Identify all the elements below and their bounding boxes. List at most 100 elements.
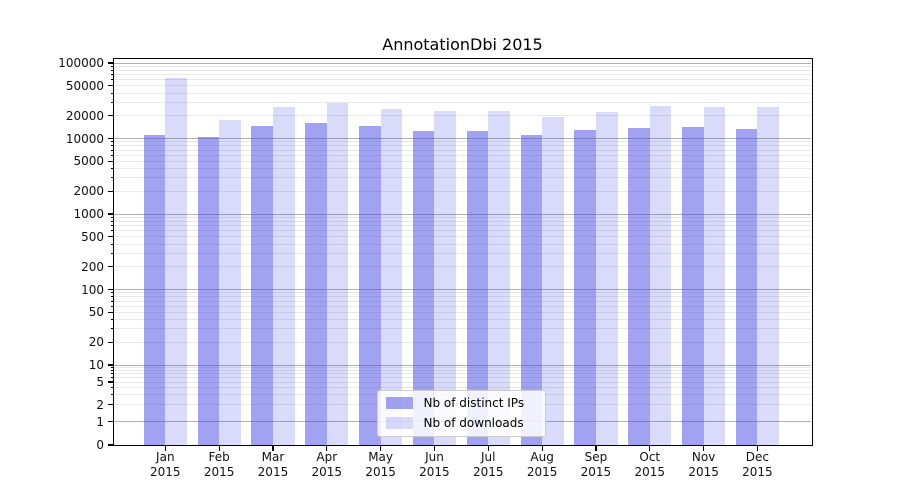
y-minor-tick-mark <box>110 387 113 389</box>
x-tick-year: 2015 <box>688 465 719 479</box>
x-tick-month: Jan <box>156 450 175 464</box>
x-tick-month: Sep <box>584 450 608 464</box>
x-tick-mark <box>164 446 166 451</box>
minor-gridline <box>114 79 811 81</box>
y-minor-tick-mark <box>110 377 113 379</box>
y-tick-mark <box>108 190 113 192</box>
minor-gridline <box>114 377 811 379</box>
y-tick-mark <box>108 213 113 215</box>
y-minor-tick-mark <box>110 367 113 369</box>
x-tick-mark <box>433 446 436 451</box>
bar-downloads-mar <box>272 106 295 445</box>
y-minor-tick-mark <box>110 154 113 156</box>
y-tick-mark <box>108 404 113 406</box>
y-tick-mark <box>108 364 113 366</box>
minor-gridline <box>114 341 811 343</box>
y-minor-tick-mark <box>110 328 113 330</box>
minor-gridline <box>114 305 811 307</box>
minor-gridline <box>114 369 811 371</box>
minor-gridline <box>114 115 811 117</box>
y-minor-tick-mark <box>110 101 113 103</box>
major-gridline <box>114 364 811 366</box>
x-tick-label: Mar 2015 <box>243 450 303 480</box>
x-tick-year: 2015 <box>634 465 666 479</box>
y-minor-tick-mark <box>110 292 113 294</box>
minor-gridline <box>114 292 811 294</box>
bar-distinct-ips-may <box>359 125 381 445</box>
y-tick-label: 20 <box>88 335 104 350</box>
minor-gridline <box>114 387 811 389</box>
minor-gridline <box>114 373 811 375</box>
y-tick-mark <box>108 236 113 238</box>
legend-swatch-distinct-ips <box>385 397 413 410</box>
bar-downloads-jul <box>488 111 510 445</box>
x-tick-month: Mar <box>261 450 285 464</box>
major-gridline <box>114 213 811 215</box>
y-tick-mark <box>108 311 113 313</box>
x-tick-month: Aug <box>530 450 554 464</box>
legend-label-downloads: Nb of downloads <box>423 416 524 431</box>
x-tick-mark <box>380 446 382 451</box>
x-tick-month: May <box>368 450 394 464</box>
major-gridline <box>114 289 811 290</box>
x-tick-year: 2015 <box>311 465 343 479</box>
y-tick-mark <box>108 444 113 446</box>
bar-distinct-ips-dec <box>735 128 758 445</box>
y-tick-label: 100000 <box>58 56 104 70</box>
y-tick-label: 100 <box>81 282 104 297</box>
minor-gridline <box>114 101 811 103</box>
x-tick-label: Jan 2015 <box>135 450 195 480</box>
y-minor-tick-mark <box>110 394 113 396</box>
y-tick-label: 1000 <box>73 207 104 221</box>
bar-downloads-jun <box>434 111 457 445</box>
x-tick-mark <box>756 446 759 451</box>
bar-downloads-jan <box>165 77 187 445</box>
y-tick-label: 50 <box>88 305 104 320</box>
x-tick-year: 2015 <box>472 465 504 479</box>
minor-gridline <box>114 230 811 232</box>
y-tick-label: 2 <box>96 397 104 412</box>
y-minor-tick-mark <box>110 79 113 81</box>
y-tick-mark <box>108 341 113 343</box>
minor-gridline <box>114 252 811 254</box>
x-tick-year: 2015 <box>742 465 773 479</box>
x-tick-mark <box>541 446 543 451</box>
minor-gridline <box>114 216 811 218</box>
x-tick-mark <box>218 446 220 451</box>
minor-gridline <box>114 141 811 143</box>
y-tick-mark <box>108 266 113 268</box>
minor-gridline <box>114 190 811 192</box>
minor-gridline <box>114 154 811 156</box>
minor-gridline <box>114 145 811 147</box>
y-minor-tick-mark <box>110 177 113 179</box>
major-gridline <box>114 62 811 64</box>
chart-title: AnnotationDbi 2015 <box>382 35 543 54</box>
bar-distinct-ips-sep <box>574 130 596 445</box>
x-tick-label: Oct 2015 <box>620 450 680 480</box>
minor-gridline <box>114 85 811 87</box>
x-tick-month: Jul <box>481 450 496 464</box>
bar-distinct-ips-oct <box>628 127 650 445</box>
y-minor-tick-mark <box>110 92 113 94</box>
x-tick-label: Jun 2015 <box>404 450 464 480</box>
legend-item-downloads: Nb of downloads <box>385 416 545 431</box>
bar-downloads-may <box>380 108 403 445</box>
x-tick-month: Jun <box>425 450 444 464</box>
y-minor-tick-mark <box>110 319 113 321</box>
y-minor-tick-mark <box>110 225 113 227</box>
y-tick-mark <box>108 137 113 140</box>
bar-downloads-nov <box>703 107 726 445</box>
y-minor-tick-mark <box>110 168 113 170</box>
y-minor-tick-mark <box>110 373 113 375</box>
y-tick-mark <box>108 115 113 117</box>
minor-gridline <box>114 160 811 162</box>
x-tick-month: Feb <box>208 450 230 464</box>
y-tick-label: 500 <box>81 229 104 244</box>
x-tick-label: Dec 2015 <box>727 450 787 480</box>
x-tick-year: 2015 <box>150 465 181 479</box>
bar-downloads-dec <box>757 106 780 445</box>
y-minor-tick-mark <box>110 230 113 232</box>
bar-downloads-feb <box>219 120 241 445</box>
minor-gridline <box>114 319 811 321</box>
y-tick-label: 10 <box>88 358 104 372</box>
